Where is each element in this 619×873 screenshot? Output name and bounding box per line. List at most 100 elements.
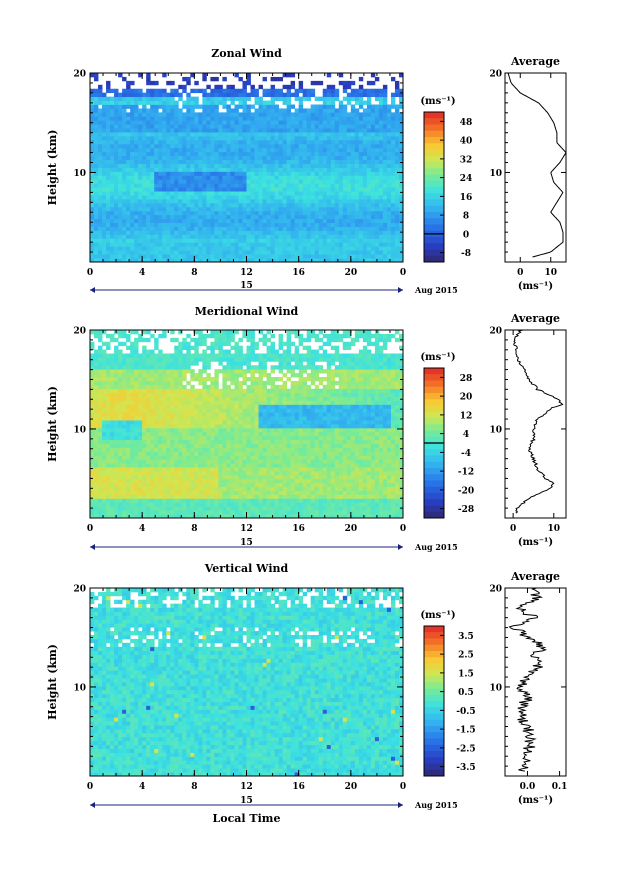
x-tick-label: 0 <box>400 524 406 534</box>
date-bar-arrow <box>90 544 95 550</box>
average-title: Average <box>510 55 560 68</box>
colorbar-tick-label: 16 <box>460 193 473 203</box>
average-x-tick-label: 0 <box>517 268 523 278</box>
x-tick-label: 8 <box>191 268 197 278</box>
average-x-tick-label: 10 <box>548 524 561 534</box>
colorbar-tick-label: 20 <box>460 393 473 403</box>
average-x-label: (ms⁻¹) <box>518 537 553 548</box>
colorbar-unit: (ms⁻¹) <box>420 352 455 363</box>
date-bar-arrow <box>90 802 95 808</box>
colorbar-tick-label: 0 <box>463 230 469 240</box>
x-axis-label: Local Time <box>213 812 281 825</box>
average-y-tick-label: 20 <box>489 327 502 337</box>
x-tick-label: 0 <box>87 268 93 278</box>
colorbar-tick-label: -0.5 <box>456 707 475 717</box>
colorbar-tick-label: 12 <box>460 411 473 421</box>
average-x-tick-label: 0.1 <box>552 782 568 792</box>
colorbar-frame <box>423 625 445 777</box>
colorbar-tick-label: 40 <box>460 137 473 147</box>
average-x-label: (ms⁻¹) <box>518 795 553 806</box>
y-axis-label: Height (km) <box>46 130 59 206</box>
colorbar-tick-label: 3.5 <box>458 632 474 642</box>
average-frame <box>504 587 567 777</box>
colorbar: 3.5 2.5 1.5 0.5 -0.5 -1.5 -2.5 -3.5 (ms⁻¹) <box>420 610 476 777</box>
average-y-tick-label: 10 <box>489 169 502 179</box>
x-tick-label: 20 <box>345 524 358 534</box>
colorbar-tick-label: -12 <box>458 468 474 478</box>
x-tick-label: 0 <box>87 782 93 792</box>
date-bar-arrow <box>90 287 95 293</box>
colorbar-unit: (ms⁻¹) <box>420 610 455 621</box>
date-label: Aug 2015 <box>414 542 458 552</box>
date-tick-label: 15 <box>240 281 253 291</box>
average-y-tick-label: 10 <box>489 683 502 693</box>
panel-title: Vertical Wind <box>204 562 289 575</box>
panel-2: Meridional Wind 10 20 Height (km) 0 4 8 12 16 20 0… <box>46 305 567 552</box>
y-tick-label: 10 <box>73 683 86 693</box>
average-frame <box>504 72 567 263</box>
colorbar: 28 20 12 4 -4 -12 -20 -28 (ms⁻¹) <box>420 352 474 519</box>
heatmap-field <box>90 330 404 519</box>
y-axis-label: Height (km) <box>46 644 59 720</box>
colorbar-tick-label: 24 <box>460 174 473 184</box>
colorbar-tick-label: -4 <box>461 449 471 459</box>
y-tick-label: 20 <box>73 70 86 80</box>
x-tick-label: 16 <box>292 268 305 278</box>
x-tick-label: 8 <box>191 524 197 534</box>
panel-title: Zonal Wind <box>211 47 282 60</box>
x-tick-label: 12 <box>240 524 253 534</box>
x-tick-label: 0 <box>400 782 406 792</box>
y-tick-label: 10 <box>73 169 86 179</box>
date-tick-label: 15 <box>240 796 253 806</box>
panel-3: Vertical Wind 10 20 Height (km) 0 4 8 12 16 20 0 15… <box>46 562 567 825</box>
date-bar-arrow <box>398 802 403 808</box>
x-tick-label: 4 <box>139 524 145 534</box>
average-x-tick-label: 0.0 <box>520 782 536 792</box>
date-bar-arrow <box>398 544 403 550</box>
average-y-tick-label: 20 <box>489 70 502 80</box>
colorbar-unit: (ms⁻¹) <box>420 96 455 107</box>
average-profile-line <box>513 329 564 514</box>
colorbar-tick-label: 4 <box>463 430 469 440</box>
colorbar-tick-label: 0.5 <box>458 688 474 698</box>
x-tick-label: 16 <box>292 524 305 534</box>
y-axis-label: Height (km) <box>46 386 59 462</box>
colorbar-tick-label: -8 <box>461 249 471 259</box>
panel-title: Meridional Wind <box>195 305 299 318</box>
heatmap-field <box>90 73 404 263</box>
average-title: Average <box>510 312 560 325</box>
date-tick-label: 15 <box>240 538 253 548</box>
average-x-label: (ms⁻¹) <box>518 281 553 292</box>
average-x-tick-label: 10 <box>544 268 557 278</box>
average-x-tick-label: 0 <box>510 524 516 534</box>
colorbar-frame <box>423 111 445 263</box>
average-profile-line <box>508 587 547 772</box>
colorbar-tick-label: 1.5 <box>458 669 474 679</box>
x-tick-label: 8 <box>191 782 197 792</box>
y-tick-label: 20 <box>73 585 86 595</box>
average-y-tick-label: 10 <box>489 425 502 435</box>
colorbar: 48 40 32 24 16 8 0 -8 (ms⁻¹) <box>420 96 473 263</box>
colorbar-tick-label: -20 <box>458 486 474 496</box>
x-tick-label: 4 <box>139 782 145 792</box>
colorbar-tick-label: -28 <box>458 505 474 515</box>
x-tick-label: 0 <box>87 524 93 534</box>
x-tick-label: 20 <box>345 268 358 278</box>
heatmap-field <box>90 588 404 777</box>
colorbar-tick-label: -1.5 <box>456 726 475 736</box>
date-label: Aug 2015 <box>414 800 458 810</box>
average-profile-line <box>507 72 567 258</box>
colorbar-tick-label: -3.5 <box>456 763 475 773</box>
x-tick-label: 16 <box>292 782 305 792</box>
colorbar-tick-label: 32 <box>460 155 473 165</box>
y-tick-label: 10 <box>73 425 86 435</box>
x-tick-label: 12 <box>240 268 253 278</box>
x-tick-label: 4 <box>139 268 145 278</box>
average-panel: Average 10 20 0 10 (ms⁻¹) <box>489 55 567 292</box>
x-tick-label: 0 <box>400 268 406 278</box>
date-label: Aug 2015 <box>414 285 458 295</box>
colorbar-tick-label: -2.5 <box>456 744 475 754</box>
colorbar-tick-label: 48 <box>460 118 473 128</box>
colorbar-tick-label: 28 <box>460 374 473 384</box>
